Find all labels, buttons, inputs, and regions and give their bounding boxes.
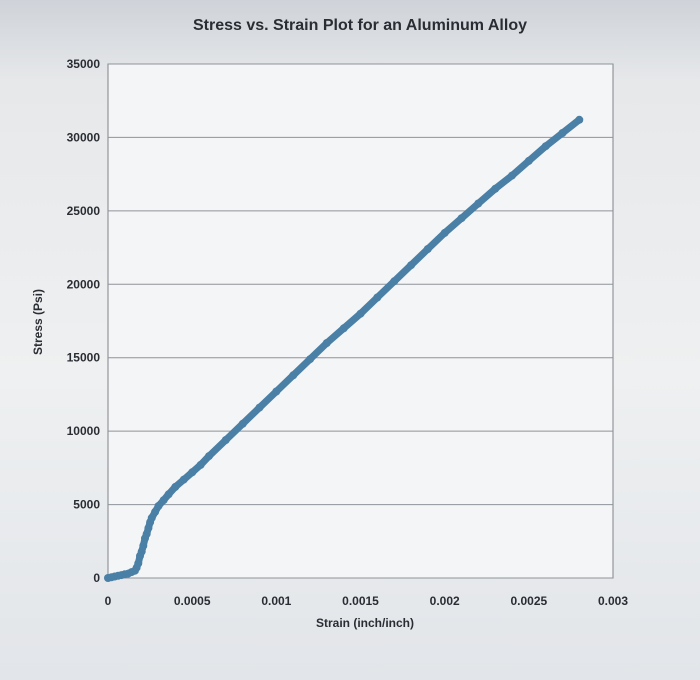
x-tick-label: 0.003 xyxy=(598,594,628,608)
data-point xyxy=(390,277,399,286)
data-point xyxy=(196,460,205,469)
data-point xyxy=(151,507,160,516)
data-series xyxy=(104,115,584,582)
y-axis-title: Stress (Psi) xyxy=(31,289,45,355)
data-point xyxy=(272,387,281,396)
x-tick-label: 0.0005 xyxy=(174,594,211,608)
data-point xyxy=(188,468,197,477)
x-tick-label: 0.0015 xyxy=(342,594,379,608)
data-point xyxy=(134,559,143,568)
y-tick-label: 0 xyxy=(93,571,100,585)
x-tick-label: 0.0025 xyxy=(510,594,547,608)
data-point xyxy=(457,214,466,223)
y-tick-label: 10000 xyxy=(67,424,101,438)
data-point xyxy=(558,129,567,137)
data-point xyxy=(179,475,188,484)
data-point xyxy=(164,490,173,499)
data-point xyxy=(171,482,180,491)
data-point xyxy=(474,199,483,208)
data-point xyxy=(221,436,230,444)
data-point xyxy=(147,513,156,522)
y-tick-label: 25000 xyxy=(67,204,101,218)
data-point xyxy=(356,309,365,318)
y-tick-label: 15000 xyxy=(67,351,101,365)
data-point xyxy=(238,419,247,428)
x-axis-title: Strain (inch/inch) xyxy=(316,616,414,630)
data-point xyxy=(440,228,449,237)
data-point xyxy=(139,541,148,550)
data-point xyxy=(491,184,500,193)
data-point xyxy=(508,171,516,180)
y-tick-label: 35000 xyxy=(67,57,101,71)
data-point xyxy=(575,115,584,124)
y-tick-label: 30000 xyxy=(67,130,101,144)
y-axis-ticks: 0 5000 10000 15000 20000 25000 30000 35000 xyxy=(67,57,101,585)
data-point xyxy=(373,293,382,302)
plot-area xyxy=(107,63,614,579)
x-tick-label: 0.001 xyxy=(261,594,291,608)
data-point xyxy=(407,261,415,270)
data-point xyxy=(255,403,264,412)
data-point xyxy=(339,324,348,333)
gridlines xyxy=(108,63,613,579)
data-point xyxy=(423,245,432,253)
y-tick-label: 5000 xyxy=(73,498,100,512)
data-point xyxy=(154,502,163,510)
data-point xyxy=(306,355,314,364)
data-point xyxy=(524,156,533,165)
x-tick-label: 0 xyxy=(105,594,112,608)
chart-title: Stress vs. Strain Plot for an Aluminum A… xyxy=(193,17,527,34)
data-point xyxy=(205,452,213,461)
data-point xyxy=(159,496,168,505)
x-axis-ticks: 0 0.0005 0.001 0.0015 0.002 0.0025 0.003 xyxy=(105,594,629,608)
x-tick-label: 0.002 xyxy=(430,594,460,608)
data-point xyxy=(322,339,331,347)
data-point xyxy=(289,371,298,380)
data-point xyxy=(541,142,550,151)
y-tick-label: 20000 xyxy=(67,277,101,291)
